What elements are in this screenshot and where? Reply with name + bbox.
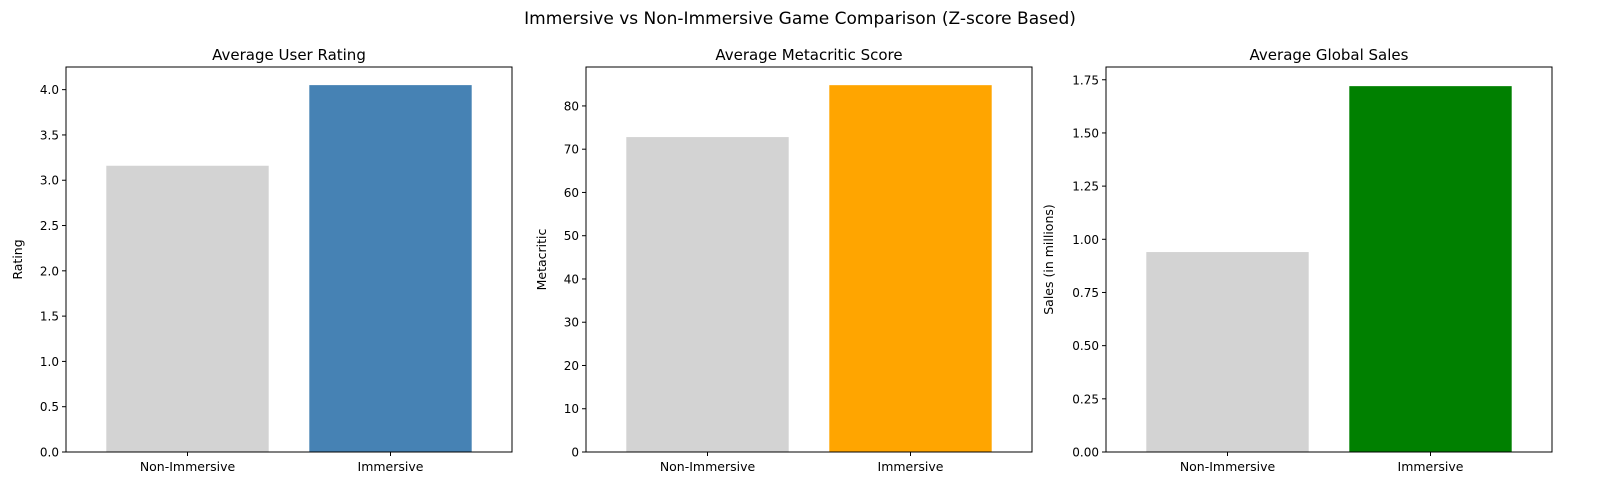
y-tick-label: 0.50 bbox=[1072, 339, 1099, 353]
chart-title: Average User Rating bbox=[212, 46, 366, 64]
y-tick-label: 0.00 bbox=[1072, 446, 1099, 460]
x-tick-label: Non-Immersive bbox=[1180, 459, 1276, 474]
y-tick-label: 0.5 bbox=[40, 400, 59, 414]
x-tick-label: Immersive bbox=[358, 459, 424, 474]
y-axis-label: Rating bbox=[10, 239, 25, 279]
chart-title: Average Global Sales bbox=[1250, 46, 1409, 64]
x-tick-label: Immersive bbox=[878, 459, 944, 474]
bar-non-immersive bbox=[626, 137, 789, 452]
chart-panel-2: Non-Immersive Immersive 0 10 20 30 40 50 60 70 80 A… bbox=[534, 46, 1033, 474]
y-tick-label: 2.5 bbox=[40, 219, 59, 233]
chart-panel-3: Non-Immersive Immersive 0.00 0.25 0.50 0.75 1.… bbox=[1041, 46, 1553, 474]
y-tick-label: 1.25 bbox=[1072, 180, 1099, 194]
plot-frame bbox=[1105, 66, 1553, 453]
bar-immersive bbox=[1349, 86, 1512, 452]
x-tick-label: Non-Immersive bbox=[140, 459, 236, 474]
plot-frame bbox=[585, 66, 1033, 453]
x-tick-label: Immersive bbox=[1398, 459, 1464, 474]
y-tick-label: 10 bbox=[564, 402, 579, 416]
x-tick-label: Non-Immersive bbox=[660, 459, 756, 474]
chart-title: Average Metacritic Score bbox=[715, 46, 902, 64]
y-tick-label: 0.0 bbox=[40, 446, 59, 460]
y-tick-label: 50 bbox=[564, 229, 579, 243]
y-tick-label: 80 bbox=[564, 99, 579, 113]
y-tick-label: 20 bbox=[564, 359, 579, 373]
y-tick-label: 40 bbox=[564, 272, 579, 286]
y-tick-label: 0 bbox=[571, 446, 579, 460]
y-tick-label: 1.50 bbox=[1072, 126, 1099, 140]
y-tick-label: 0.75 bbox=[1072, 286, 1099, 300]
y-tick-label: 70 bbox=[564, 143, 579, 157]
bar-immersive bbox=[829, 85, 992, 452]
y-tick-label: 1.00 bbox=[1072, 233, 1099, 247]
bar-non-immersive bbox=[106, 165, 269, 452]
y-tick-label: 1.75 bbox=[1072, 73, 1099, 87]
y-tick-label: 30 bbox=[564, 316, 579, 330]
y-tick-label: 60 bbox=[564, 186, 579, 200]
y-axis-label: Metacritic bbox=[534, 228, 549, 290]
y-tick-label: 0.25 bbox=[1072, 392, 1099, 406]
y-tick-label: 4.0 bbox=[40, 83, 59, 97]
plot-frame bbox=[65, 66, 513, 453]
chart-panel-1: Non-Immersive Immersive 0.0 0.5 1.0 1.5 2.0 2.5… bbox=[10, 46, 513, 474]
bar-non-immersive bbox=[1146, 252, 1309, 452]
y-tick-label: 1.0 bbox=[40, 355, 59, 369]
y-axis-label: Sales (in millions) bbox=[1041, 204, 1056, 315]
y-tick-label: 1.5 bbox=[40, 310, 59, 324]
y-tick-label: 3.0 bbox=[40, 174, 59, 188]
bar-immersive bbox=[309, 85, 472, 452]
y-tick-label: 2.0 bbox=[40, 264, 59, 278]
y-tick-label: 3.5 bbox=[40, 128, 59, 142]
figure-title: Immersive vs Non-Immersive Game Comparis… bbox=[524, 9, 1076, 29]
